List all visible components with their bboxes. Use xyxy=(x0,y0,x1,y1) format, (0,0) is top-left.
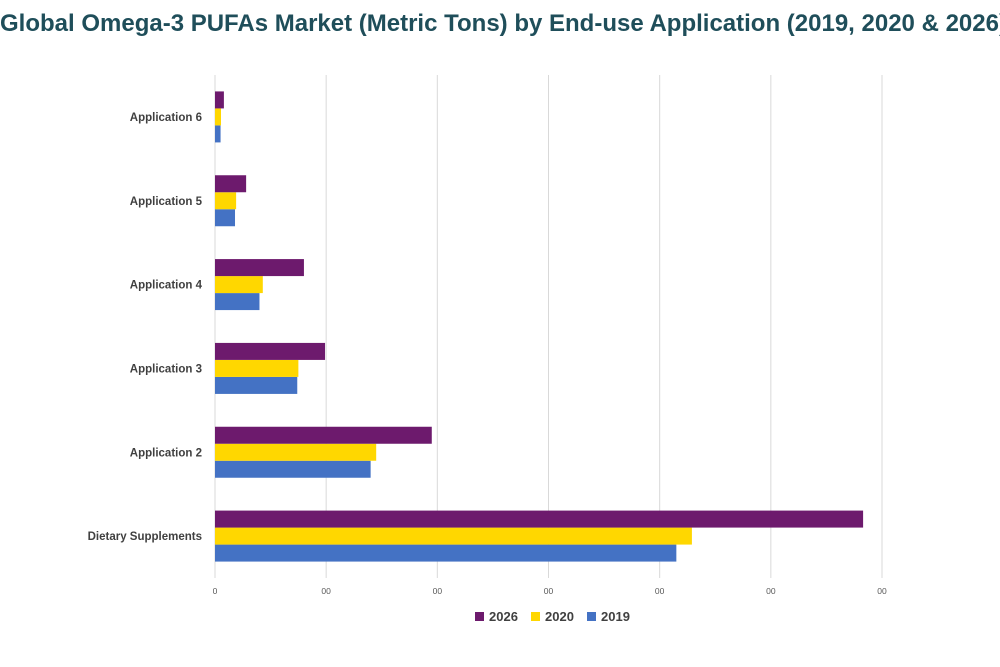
bar-2026-dietary-supplements xyxy=(215,510,864,528)
bar-2020-application-6 xyxy=(215,108,222,126)
legend-swatch-2019 xyxy=(587,612,596,621)
x-tick-label-0: 0 xyxy=(213,586,218,596)
bar-2026-application-5 xyxy=(215,175,247,193)
bar-2026-application-6 xyxy=(215,91,224,109)
bar-2026-application-4 xyxy=(215,259,304,277)
bar-2019-application-2 xyxy=(215,460,371,478)
category-label-application-4: Application 4 xyxy=(130,280,203,292)
legend-label-2019: 2019 xyxy=(601,609,630,624)
bar-2019-application-4 xyxy=(215,293,260,311)
x-tick-labels: 0 00 00 00 00 00 00 xyxy=(213,586,887,596)
legend-label-2026: 2026 xyxy=(489,609,518,624)
bar-2020-dietary-supplements xyxy=(215,527,692,545)
x-tick-label-2000: 00 xyxy=(655,586,665,596)
bar-2019-application-6 xyxy=(215,125,221,143)
bar-2020-application-4 xyxy=(215,276,263,294)
bar-2019-dietary-supplements xyxy=(215,544,677,562)
x-tick-label-500: 00 xyxy=(321,586,331,596)
category-label-application-3: Application 3 xyxy=(130,363,202,375)
category-label-application-6: Application 6 xyxy=(130,112,202,124)
category-label-dietary-supplements: Dietary Supplements xyxy=(88,531,202,543)
x-tick-label-3000: 00 xyxy=(877,586,887,596)
legend-swatch-2026 xyxy=(475,612,484,621)
bar-2026-application-3 xyxy=(215,342,326,360)
bars xyxy=(215,91,864,562)
bar-2020-application-2 xyxy=(215,443,377,461)
legend: 2026 2020 2019 xyxy=(475,609,630,624)
bar-2026-application-2 xyxy=(215,426,432,444)
chart-title: Global Omega-3 PUFAs Market (Metric Tons… xyxy=(0,10,1000,37)
x-tick-label-2500: 00 xyxy=(766,586,776,596)
legend-swatch-2020 xyxy=(531,612,540,621)
x-tick-label-1500: 00 xyxy=(544,586,554,596)
bar-2020-application-3 xyxy=(215,359,299,377)
legend-label-2020: 2020 xyxy=(545,609,574,624)
category-label-application-5: Application 5 xyxy=(130,196,203,208)
bar-2020-application-5 xyxy=(215,192,237,210)
bar-2019-application-3 xyxy=(215,376,298,394)
x-tick-label-1000: 00 xyxy=(433,586,443,596)
category-labels: Dietary Supplements Application 2 Applicat… xyxy=(88,112,203,543)
gridlines xyxy=(214,75,883,578)
bar-2019-application-5 xyxy=(215,209,236,227)
category-label-application-2: Application 2 xyxy=(130,447,202,459)
